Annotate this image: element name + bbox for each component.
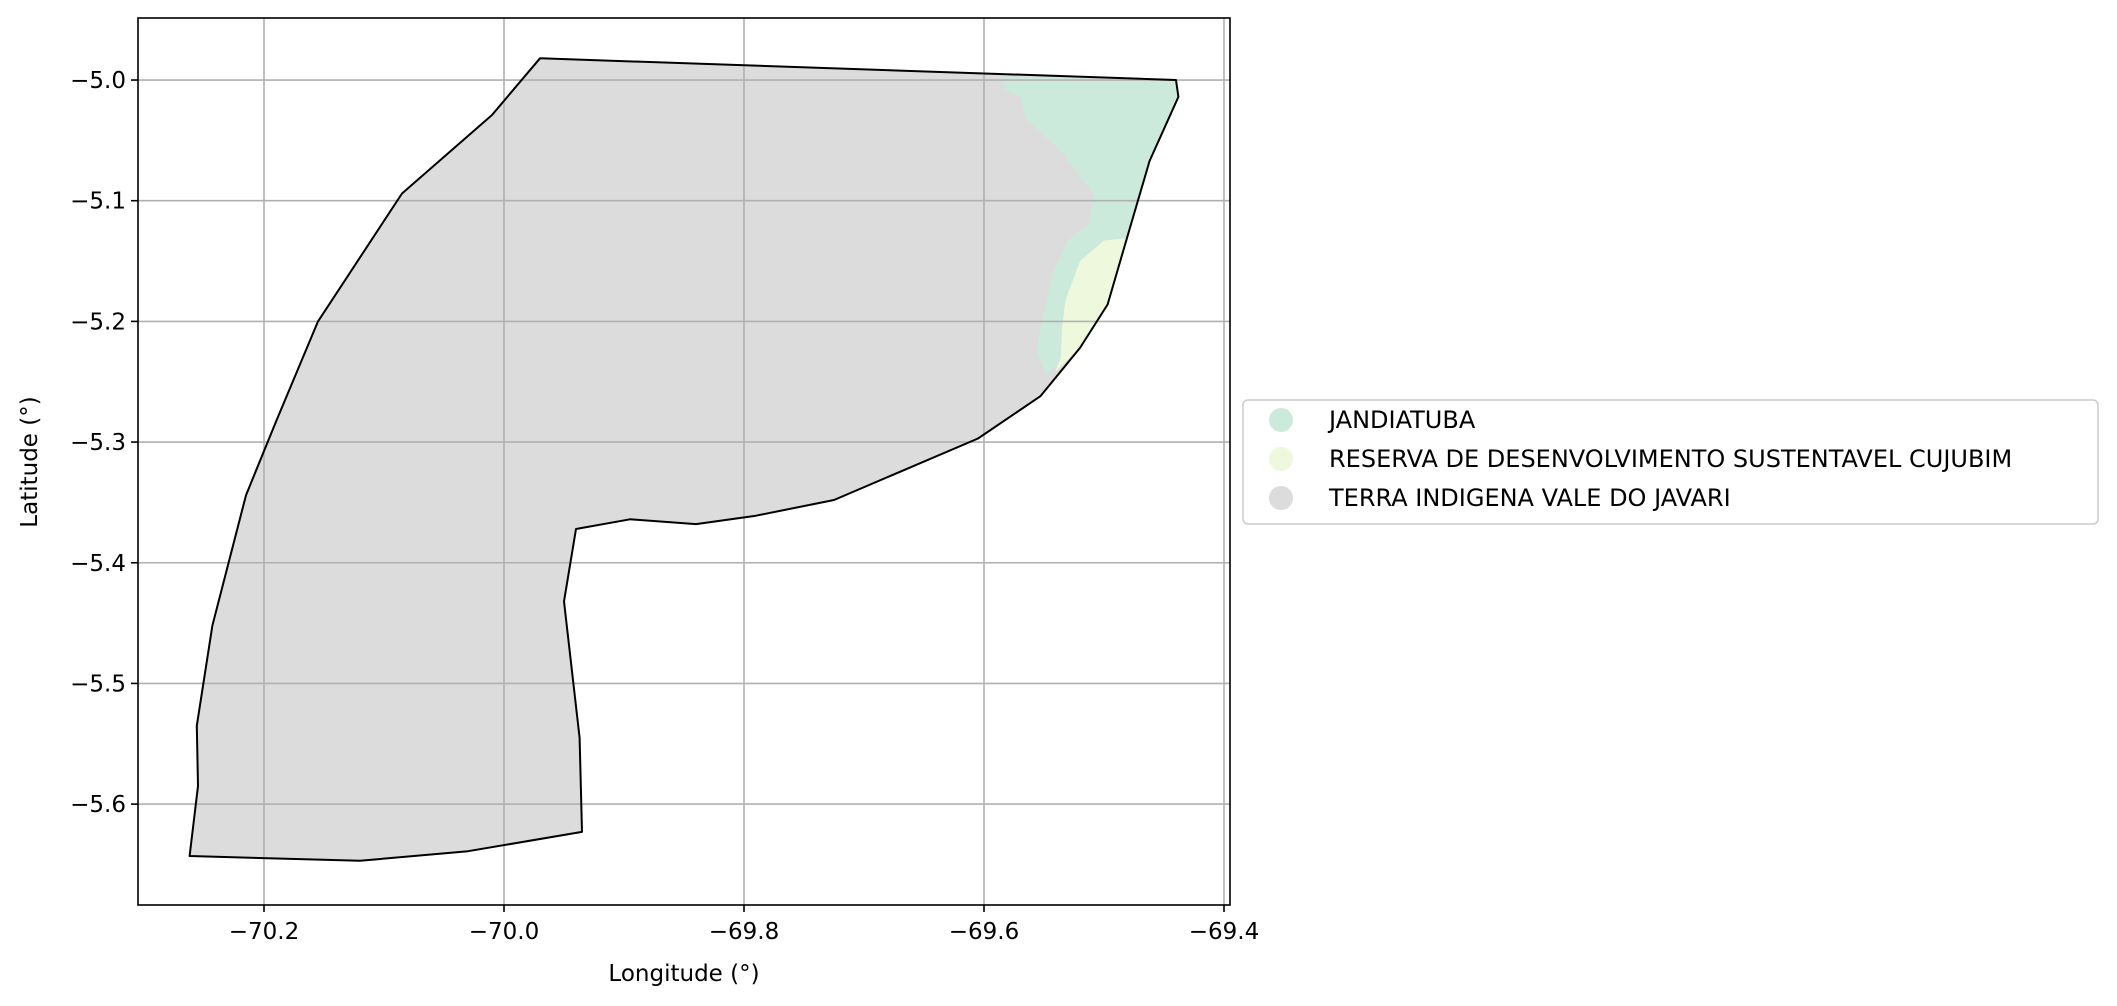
y-tick-label: −5.1	[70, 189, 126, 215]
x-tick-label: −70.0	[469, 919, 539, 945]
y-tick-label: −5.4	[70, 551, 126, 577]
legend-marker-reserva-de-desenvolvimento-sustentavel-cujubim	[1269, 447, 1293, 471]
legend-marker-jandiatuba	[1269, 408, 1293, 432]
y-axis-ticks: −5.0 −5.1 −5.2 −5.3 −5.4 −5.5 −5.6	[70, 68, 138, 818]
legend-label: TERRA INDIGENA VALE DO JAVARI	[1328, 484, 1731, 512]
x-tick-label: −69.4	[1189, 919, 1259, 945]
y-tick-label: −5.6	[70, 792, 126, 818]
legend-marker-terra-indigena-vale-do-javari	[1269, 486, 1293, 510]
x-tick-label: −70.2	[229, 919, 299, 945]
legend-label: JANDIATUBA	[1327, 406, 1476, 434]
regions-layer	[189, 58, 1179, 861]
outline-layer	[188, 57, 1180, 862]
region-terra-indigena-vale-do-javari	[189, 58, 1179, 861]
legend-items: JANDIATUBA RESERVA DE DESENVOLVIMENTO SUS…	[1269, 406, 2012, 512]
plot-area	[137, 17, 1231, 906]
x-axis-title: Longitude (°)	[608, 961, 759, 987]
y-tick-label: −5.5	[70, 671, 126, 697]
x-axis-ticks: −70.2 −70.0 −69.8 −69.6 −69.4	[229, 905, 1259, 945]
region-jandiatuba	[1002, 77, 1179, 375]
x-tick-label: −69.6	[949, 919, 1019, 945]
legend-box	[1242, 399, 2099, 525]
y-axis-title: Latitude (°)	[17, 396, 43, 527]
legend-label: RESERVA DE DESENVOLVIMENTO SUSTENTAVEL C…	[1329, 445, 2012, 473]
plot-frame	[137, 17, 1231, 906]
y-tick-label: −5.3	[70, 430, 126, 456]
legend: JANDIATUBA RESERVA DE DESENVOLVIMENTO SUS…	[1242, 399, 2099, 525]
region-outline-terra-indigena-vale-do-javari	[188, 57, 1180, 862]
y-tick-label: −5.2	[70, 309, 126, 335]
y-tick-label: −5.0	[70, 68, 126, 94]
grid-layer	[138, 18, 1230, 905]
x-tick-label: −69.8	[709, 919, 779, 945]
region-reserva-de-desenvolvimento-sustentavel-cujubim	[1054, 238, 1127, 373]
